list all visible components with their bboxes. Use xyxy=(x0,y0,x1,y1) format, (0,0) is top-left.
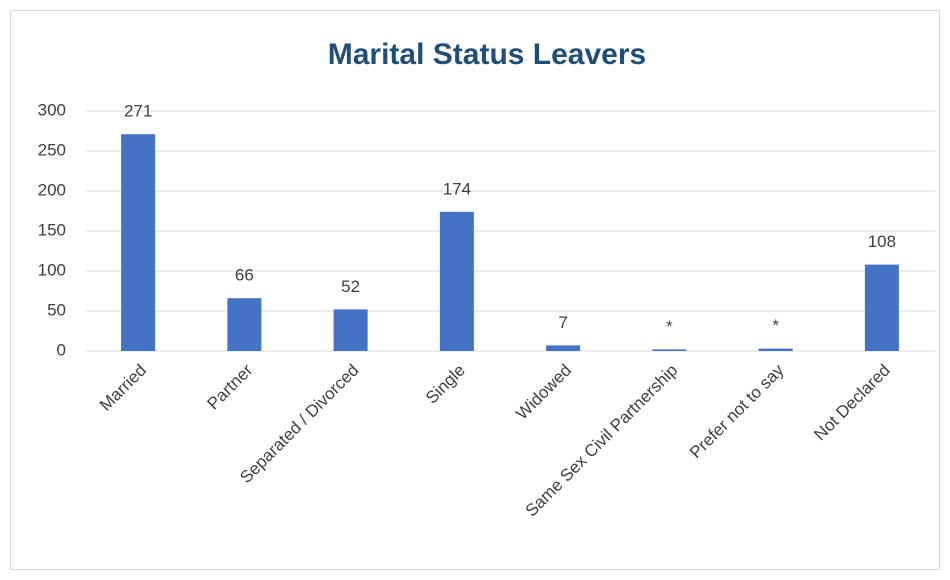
bar xyxy=(121,134,156,351)
y-tick-label: 300 xyxy=(38,100,66,119)
value-label: 7 xyxy=(558,313,567,332)
value-label: 108 xyxy=(868,232,896,251)
y-tick-label: 250 xyxy=(38,140,66,159)
value-label: * xyxy=(666,317,673,336)
y-tick-label: 50 xyxy=(47,300,66,319)
value-label: * xyxy=(772,316,779,335)
value-label: 52 xyxy=(341,277,360,296)
value-label: 66 xyxy=(235,266,254,285)
bar xyxy=(227,298,262,351)
bar xyxy=(439,211,474,351)
bar xyxy=(864,264,899,351)
y-tick-label: 150 xyxy=(38,220,66,239)
bar xyxy=(652,349,687,351)
y-tick-label: 100 xyxy=(38,260,66,279)
bar xyxy=(333,309,368,351)
y-tick-label: 200 xyxy=(38,180,66,199)
bar xyxy=(546,345,581,351)
value-label: 174 xyxy=(443,179,471,198)
chart-border xyxy=(10,10,940,570)
value-label: 271 xyxy=(124,102,152,121)
y-tick-label: 0 xyxy=(57,340,66,359)
bar xyxy=(758,348,793,351)
chart-title: Marital Status Leavers xyxy=(328,38,646,71)
